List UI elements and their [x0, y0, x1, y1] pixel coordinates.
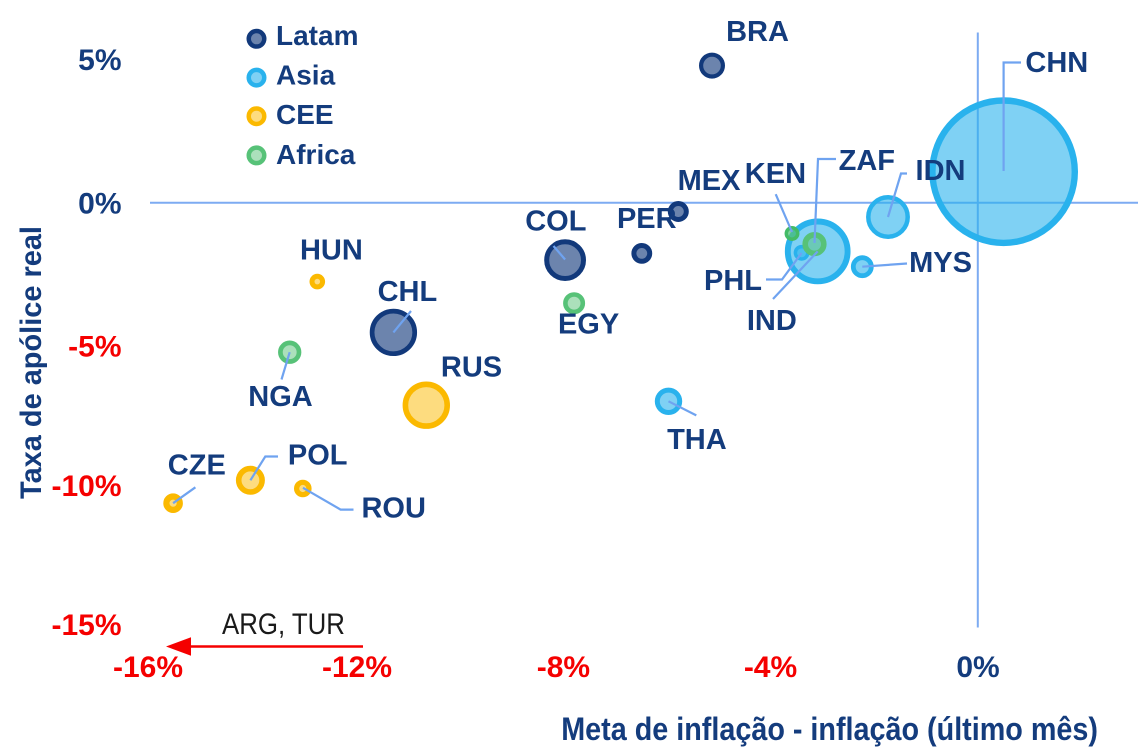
- svg-text:Taxa de apólice real: Taxa de apólice real: [15, 226, 49, 499]
- svg-text:Latam: Latam: [276, 20, 358, 51]
- svg-text:EGY: EGY: [558, 308, 619, 340]
- svg-text:PER: PER: [617, 203, 677, 235]
- svg-text:ROU: ROU: [361, 493, 425, 525]
- svg-text:THA: THA: [667, 424, 727, 456]
- svg-text:CHL: CHL: [378, 276, 438, 308]
- svg-text:Asia: Asia: [276, 60, 336, 91]
- svg-text:-16%: -16%: [113, 651, 183, 684]
- svg-text:RUS: RUS: [441, 351, 502, 383]
- svg-text:IND: IND: [747, 305, 797, 337]
- svg-text:MEX: MEX: [678, 165, 742, 197]
- svg-text:KEN: KEN: [745, 158, 806, 190]
- svg-text:0%: 0%: [78, 188, 121, 221]
- svg-text:CHN: CHN: [1025, 47, 1088, 79]
- svg-text:-8%: -8%: [537, 651, 590, 684]
- svg-text:POL: POL: [288, 440, 348, 472]
- svg-text:PHL: PHL: [704, 265, 762, 297]
- svg-text:ARG, TUR: ARG, TUR: [222, 607, 345, 640]
- svg-text:-10%: -10%: [51, 470, 121, 503]
- svg-text:Africa: Africa: [276, 139, 356, 170]
- svg-text:-5%: -5%: [68, 330, 121, 363]
- svg-text:COL: COL: [525, 206, 586, 238]
- svg-text:IDN: IDN: [916, 155, 966, 187]
- svg-text:NGA: NGA: [248, 381, 313, 413]
- svg-text:0%: 0%: [956, 651, 999, 684]
- svg-text:HUN: HUN: [300, 234, 363, 266]
- svg-text:-12%: -12%: [322, 651, 392, 684]
- svg-text:Meta de inflação - inflação (ú: Meta de inflação - inflação (último mês): [561, 712, 1098, 748]
- svg-text:5%: 5%: [78, 44, 121, 77]
- svg-text:MYS: MYS: [909, 247, 972, 279]
- svg-text:ZAF: ZAF: [839, 145, 895, 177]
- svg-text:-15%: -15%: [51, 609, 121, 642]
- svg-text:BRA: BRA: [726, 16, 789, 48]
- svg-text:CZE: CZE: [168, 450, 226, 482]
- svg-text:-4%: -4%: [744, 651, 797, 684]
- svg-text:CEE: CEE: [276, 99, 334, 130]
